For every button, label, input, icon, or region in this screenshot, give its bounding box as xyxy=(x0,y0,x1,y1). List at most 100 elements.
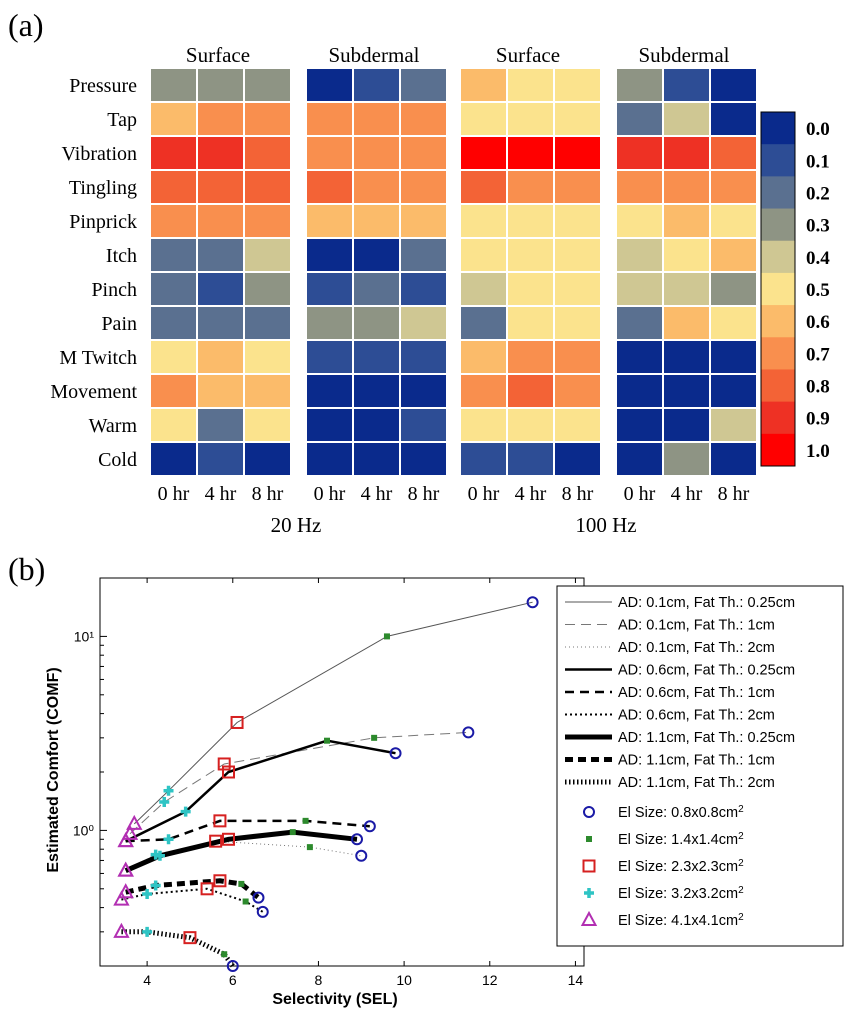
legend-line-label: AD: 0.6cm, Fat Th.: 0.25cm xyxy=(618,663,795,679)
colorbar-segment xyxy=(761,112,795,145)
legend-line-label: AD: 1.1cm, Fat Th.: 2cm xyxy=(618,775,775,791)
heatmap-cell xyxy=(198,409,243,441)
heatmap-cell xyxy=(711,443,756,475)
heatmap-cell xyxy=(307,273,352,305)
heatmap-cell xyxy=(354,137,399,169)
heatmap-cell xyxy=(307,171,352,203)
colorbar-frame xyxy=(760,111,796,467)
frequency-label-20hz: 20 Hz xyxy=(271,513,322,537)
series-line xyxy=(124,829,358,873)
heatmap-cell xyxy=(151,171,196,203)
legend-marker-label: El Size: 1.4x1.4cm2 xyxy=(618,831,744,849)
heatmap-cell xyxy=(151,409,196,441)
legend-line-label: AD: 1.1cm, Fat Th.: 0.25cm xyxy=(618,730,795,746)
heatmap-cell xyxy=(354,69,399,101)
colorbar-segment xyxy=(761,337,795,370)
heatmap-cell xyxy=(461,273,506,305)
heatmap-cell xyxy=(617,443,662,475)
heatmap-cell xyxy=(461,341,506,373)
marker-square xyxy=(221,832,235,846)
heatmap-cell xyxy=(711,205,756,237)
heatmap-cell xyxy=(307,375,352,407)
marker-plus xyxy=(584,888,594,898)
heatmap-cell xyxy=(555,341,600,373)
colorbar-tick-label: 0.3 xyxy=(806,216,830,237)
heatmap-cell xyxy=(461,69,506,101)
heatmap-cell xyxy=(245,307,290,339)
heatmap-cell xyxy=(401,171,446,203)
row-label: Tap xyxy=(107,109,137,131)
row-label: Pain xyxy=(101,313,137,335)
row-label: Tingling xyxy=(69,177,137,199)
heatmap-cell xyxy=(617,307,662,339)
heatmap-cell xyxy=(664,409,709,441)
marker-plus xyxy=(142,889,153,900)
group-title-4: Subdermal xyxy=(639,43,730,67)
x-axis-ticks: 4 6 8 10 12 14 xyxy=(143,578,583,988)
heatmap-cell xyxy=(245,239,290,271)
row-labels: Pressure Tap Vibration Tingling Pinprick Itch… xyxy=(50,75,137,471)
heatmap-cell xyxy=(508,205,553,237)
heatmap-cell xyxy=(307,307,352,339)
marker-circle xyxy=(350,833,363,846)
legend-line-label: AD: 0.6cm, Fat Th.: 2cm xyxy=(618,708,775,724)
series-line xyxy=(125,878,261,900)
time-label: 8 hr xyxy=(718,483,750,505)
colorbar-segment xyxy=(761,272,795,306)
marker-square xyxy=(213,874,227,888)
time-label: 4 hr xyxy=(205,483,237,505)
heatmap-cell xyxy=(508,171,553,203)
heatmap-cell xyxy=(198,239,243,271)
heatmap-cell xyxy=(508,409,553,441)
series-markers xyxy=(113,596,539,972)
marker-plus xyxy=(163,834,174,845)
time-label: 8 hr xyxy=(408,483,440,505)
marker-star xyxy=(383,633,390,640)
heatmap-cell xyxy=(198,375,243,407)
heatmap-cell xyxy=(461,443,506,475)
heatmap-cell xyxy=(461,103,506,135)
x-tick-label: 6 xyxy=(229,972,237,988)
heatmap-cell xyxy=(617,137,662,169)
x-tick-label: 10 xyxy=(396,972,412,988)
heatmap-cell xyxy=(151,341,196,373)
colorbar-segment xyxy=(761,176,795,210)
legend-line-label: AD: 0.1cm, Fat Th.: 1cm xyxy=(618,618,775,634)
heatmap-cell xyxy=(401,239,446,271)
marker-circle xyxy=(256,905,269,918)
heatmap-cell xyxy=(555,307,600,339)
heatmap-cell xyxy=(617,239,662,271)
marker-triangle xyxy=(117,883,134,899)
row-label: Pressure xyxy=(69,75,137,97)
heatmap-cell xyxy=(711,307,756,339)
marker-triangle xyxy=(117,861,134,877)
heatmap-cell xyxy=(151,137,196,169)
colorbar-segment xyxy=(761,433,795,467)
heatmap-cell xyxy=(198,273,243,305)
heatmap-cell xyxy=(617,171,662,203)
heatmap-cell xyxy=(245,103,290,135)
marker-triangle xyxy=(117,832,134,848)
time-labels: 0 hr 4 hr 8 hr 0 hr 4 hr 8 hr 0 hr 4 hr 8 hr 0 hr… xyxy=(158,483,750,505)
heatmap-cell xyxy=(401,205,446,237)
marker-circle xyxy=(389,747,402,760)
x-axis-label: Selectivity (SEL) xyxy=(272,991,397,1008)
heatmap-cell xyxy=(151,239,196,271)
colorbar-tick-label: 0.9 xyxy=(806,409,830,430)
heatmap-cell xyxy=(245,341,290,373)
panel-b-label: (b) xyxy=(8,551,45,587)
series-lines xyxy=(121,601,533,968)
heatmap-cell xyxy=(664,171,709,203)
heatmap-cell xyxy=(307,137,352,169)
heatmap-cell xyxy=(555,171,600,203)
heatmap-cell xyxy=(354,375,399,407)
heatmap-cell xyxy=(711,409,756,441)
heatmap-cell xyxy=(198,171,243,203)
legend-line-label: AD: 0.1cm, Fat Th.: 0.25cm xyxy=(618,595,795,611)
heatmap-cell xyxy=(711,171,756,203)
marker-triangle xyxy=(121,824,139,840)
marker-square xyxy=(183,931,197,945)
marker-square xyxy=(209,834,223,848)
heatmap-cell xyxy=(307,69,352,101)
heatmap-cell xyxy=(555,205,600,237)
